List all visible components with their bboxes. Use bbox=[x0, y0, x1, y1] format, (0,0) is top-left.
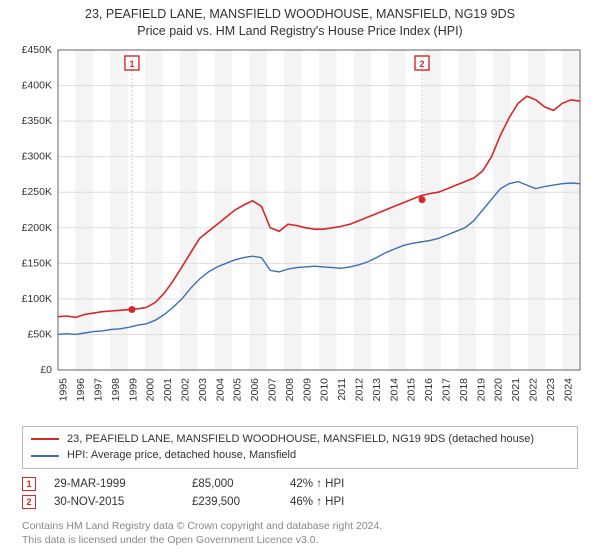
sale-row: 2 30-NOV-2015 £239,500 46% ↑ HPI bbox=[22, 493, 578, 511]
svg-text:2011: 2011 bbox=[336, 378, 348, 401]
svg-text:2012: 2012 bbox=[354, 378, 366, 402]
sales-table: 1 29-MAR-1999 £85,000 42% ↑ HPI 2 30-NOV… bbox=[22, 475, 578, 511]
svg-text:2024: 2024 bbox=[562, 378, 574, 402]
svg-text:2013: 2013 bbox=[371, 378, 383, 402]
svg-text:2020: 2020 bbox=[493, 378, 505, 402]
legend: 23, PEAFIELD LANE, MANSFIELD WOODHOUSE, … bbox=[22, 426, 578, 469]
svg-text:1999: 1999 bbox=[127, 378, 139, 402]
sale-marker-2: 2 bbox=[22, 495, 36, 509]
svg-text:2: 2 bbox=[420, 59, 425, 69]
svg-text:2017: 2017 bbox=[441, 378, 453, 402]
sale-price: £85,000 bbox=[192, 478, 272, 490]
sale-hpi: 46% ↑ HPI bbox=[290, 496, 344, 508]
svg-text:£150K: £150K bbox=[22, 257, 52, 269]
svg-text:1997: 1997 bbox=[93, 378, 105, 402]
legend-item: HPI: Average price, detached house, Mans… bbox=[31, 447, 569, 464]
footer: Contains HM Land Registry data © Crown c… bbox=[22, 519, 578, 547]
sale-price: £239,500 bbox=[192, 496, 272, 508]
footer-line: This data is licensed under the Open Gov… bbox=[22, 533, 578, 547]
chart-container: 23, PEAFIELD LANE, MANSFIELD WOODHOUSE, … bbox=[0, 0, 600, 560]
svg-text:2015: 2015 bbox=[406, 378, 418, 402]
sale-marker-1: 1 bbox=[22, 477, 36, 491]
footer-line: Contains HM Land Registry data © Crown c… bbox=[22, 519, 578, 533]
sale-date: 29-MAR-1999 bbox=[54, 478, 174, 490]
svg-text:£250K: £250K bbox=[22, 186, 52, 198]
svg-text:£400K: £400K bbox=[22, 79, 52, 91]
svg-text:1998: 1998 bbox=[110, 378, 122, 402]
svg-text:2006: 2006 bbox=[249, 378, 261, 402]
svg-text:2007: 2007 bbox=[267, 378, 279, 402]
legend-label: 23, PEAFIELD LANE, MANSFIELD WOODHOUSE, … bbox=[67, 431, 534, 448]
title-block: 23, PEAFIELD LANE, MANSFIELD WOODHOUSE, … bbox=[0, 0, 600, 42]
svg-text:2003: 2003 bbox=[197, 378, 209, 402]
svg-text:2021: 2021 bbox=[510, 378, 522, 402]
svg-text:£50K: £50K bbox=[27, 328, 52, 340]
svg-text:2019: 2019 bbox=[475, 378, 487, 402]
chart-svg: £0 £50K £100K £150K £200K £250K £300K £350K £400… bbox=[10, 42, 590, 422]
title-address: 23, PEAFIELD LANE, MANSFIELD WOODHOUSE, … bbox=[10, 6, 590, 23]
sale-date: 30-NOV-2015 bbox=[54, 496, 174, 508]
sale-row: 1 29-MAR-1999 £85,000 42% ↑ HPI bbox=[22, 475, 578, 493]
title-subtitle: Price paid vs. HM Land Registry's House … bbox=[10, 23, 590, 40]
sale-hpi: 42% ↑ HPI bbox=[290, 478, 344, 490]
svg-text:2002: 2002 bbox=[180, 378, 192, 402]
legend-swatch-2 bbox=[31, 455, 59, 457]
svg-text:2023: 2023 bbox=[545, 378, 557, 402]
svg-text:£350K: £350K bbox=[22, 115, 52, 127]
legend-item: 23, PEAFIELD LANE, MANSFIELD WOODHOUSE, … bbox=[31, 431, 569, 448]
svg-text:2005: 2005 bbox=[232, 378, 244, 402]
chart: £0 £50K £100K £150K £200K £250K £300K £350K £400… bbox=[10, 42, 590, 422]
svg-text:1996: 1996 bbox=[75, 378, 87, 402]
svg-text:2009: 2009 bbox=[301, 378, 313, 402]
svg-text:2022: 2022 bbox=[528, 378, 540, 402]
svg-text:2018: 2018 bbox=[458, 378, 470, 402]
legend-label: HPI: Average price, detached house, Mans… bbox=[67, 447, 296, 464]
svg-text:2014: 2014 bbox=[388, 378, 400, 402]
legend-swatch-1 bbox=[31, 438, 59, 440]
svg-text:2016: 2016 bbox=[423, 378, 435, 402]
svg-text:£0: £0 bbox=[40, 364, 52, 376]
svg-text:£300K: £300K bbox=[22, 150, 52, 162]
svg-text:2000: 2000 bbox=[145, 378, 157, 402]
svg-text:2001: 2001 bbox=[162, 378, 174, 402]
svg-text:£450K: £450K bbox=[22, 44, 52, 56]
svg-text:2010: 2010 bbox=[319, 378, 331, 402]
svg-text:£200K: £200K bbox=[22, 222, 52, 234]
svg-text:2004: 2004 bbox=[214, 378, 226, 402]
svg-text:£100K: £100K bbox=[22, 293, 52, 305]
svg-text:1: 1 bbox=[129, 59, 134, 69]
svg-text:2008: 2008 bbox=[284, 378, 296, 402]
svg-text:1995: 1995 bbox=[58, 378, 70, 402]
